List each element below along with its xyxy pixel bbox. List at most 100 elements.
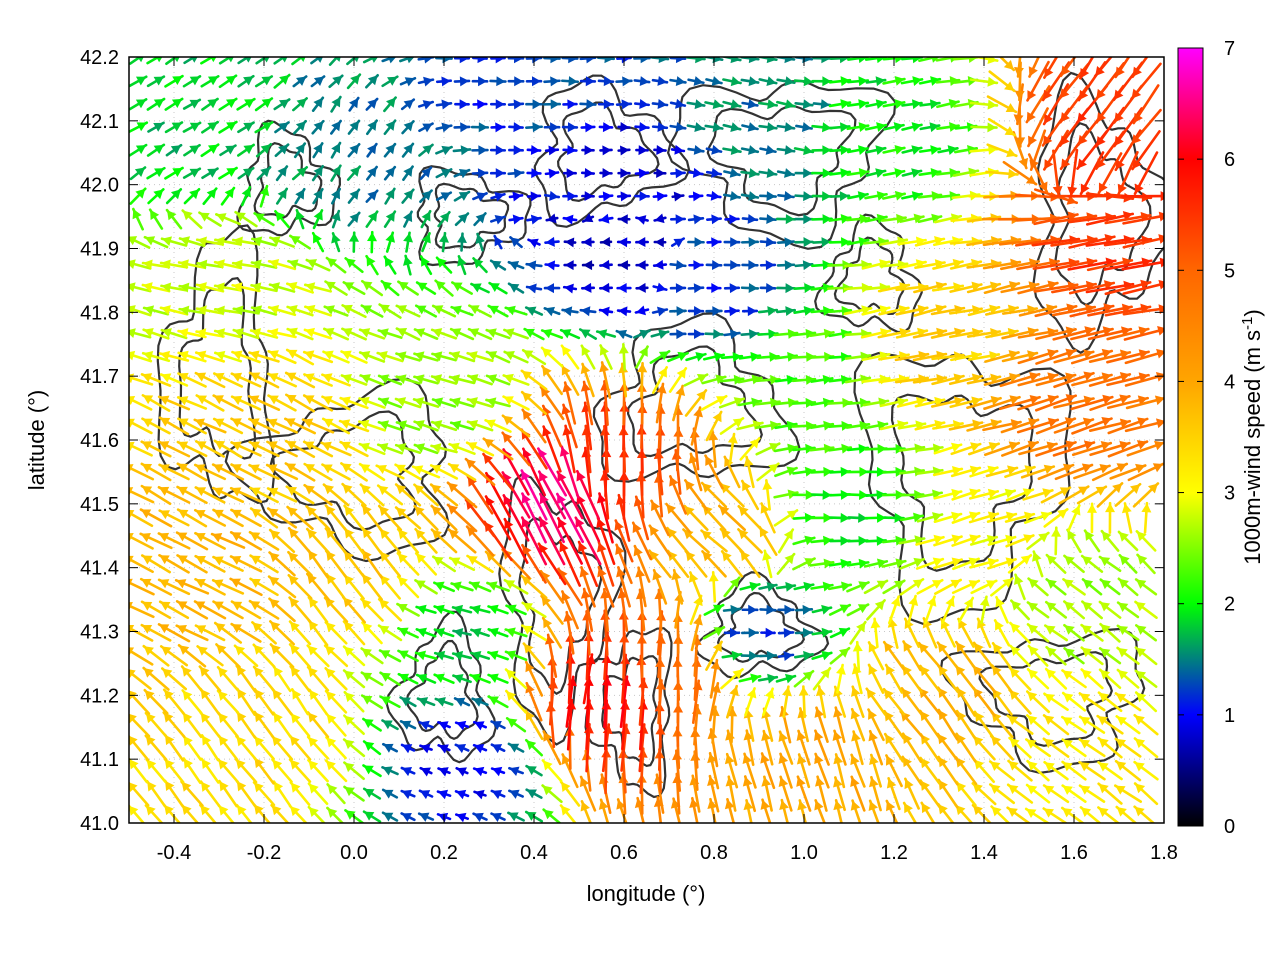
wind-arrow [907, 594, 919, 625]
wind-arrow [969, 144, 999, 155]
wind-arrow [193, 508, 227, 527]
wind-arrow [743, 455, 755, 489]
wind-arrow [864, 190, 888, 201]
wind-arrow [952, 57, 980, 64]
wind-arrow [320, 441, 352, 457]
wind-arrow [798, 685, 809, 719]
wind-arrow [473, 212, 487, 227]
wind-arrow [273, 57, 288, 65]
wind-arrow [217, 804, 235, 823]
wind-arrow [437, 744, 451, 754]
wind-arrow [1106, 349, 1150, 364]
wind-arrow [1087, 502, 1098, 534]
wind-arrow [1097, 761, 1123, 781]
wind-arrow [453, 168, 471, 179]
wind-arrow [829, 57, 851, 64]
wind-arrow [1133, 713, 1159, 736]
wind-arrow [230, 372, 262, 388]
wind-arrow [193, 463, 227, 481]
wind-arrow [883, 732, 905, 763]
wind-arrow [684, 549, 708, 578]
wind-arrow [560, 344, 580, 370]
wind-arrow [954, 640, 978, 671]
wind-arrow [851, 663, 863, 695]
wind-arrow [269, 643, 295, 669]
wind-arrow [995, 595, 1009, 624]
wind-arrow [144, 804, 164, 823]
wind-arrow [232, 328, 260, 340]
wind-arrow [140, 462, 172, 482]
wind-arrow [324, 527, 348, 555]
wind-arrow [508, 214, 524, 225]
wind-arrow [235, 734, 257, 761]
wind-arrow [1114, 692, 1142, 712]
wind-arrow [538, 516, 566, 566]
wind-arrow [253, 687, 275, 716]
wind-arrow [1122, 211, 1164, 225]
terrain-contours [156, 71, 1164, 799]
wind-arrow [541, 759, 563, 783]
wind-arrow [413, 328, 439, 340]
wind-arrow [930, 396, 966, 408]
wind-arrow [139, 532, 173, 550]
wind-arrow [633, 99, 651, 109]
wind-arrow [917, 213, 943, 224]
wind-arrow [419, 743, 433, 754]
wind-arrow [970, 579, 998, 595]
wind-arrow [796, 729, 811, 766]
wind-arrow [291, 166, 309, 181]
wind-arrow [381, 719, 399, 731]
wind-arrow [1087, 326, 1133, 341]
wind-arrow [160, 667, 188, 691]
wind-arrow [452, 145, 472, 156]
wind-arrow [177, 259, 207, 270]
y-tick-label: 42.2 [80, 47, 119, 69]
wind-arrow [902, 801, 918, 823]
wind-arrow [650, 329, 670, 339]
wind-arrow [360, 597, 384, 622]
wind-arrow [145, 758, 167, 784]
wind-arrow [1026, 623, 1050, 643]
wind-arrow [777, 191, 795, 201]
wind-arrow [230, 622, 262, 643]
wind-arrow [471, 145, 489, 156]
wind-arrow [863, 579, 889, 595]
wind-arrow [1070, 394, 1114, 411]
wind-arrow [331, 209, 341, 229]
wind-arrow [1096, 714, 1124, 735]
wind-arrow [129, 75, 148, 88]
wind-arrow [867, 641, 885, 671]
wind-arrow [563, 610, 575, 655]
wind-arrow [773, 328, 799, 339]
wind-arrow [791, 397, 817, 408]
wind-arrow [742, 752, 757, 789]
wind-arrow [490, 57, 506, 64]
wind-arrow [247, 394, 281, 411]
wind-arrow [814, 706, 829, 743]
wind-arrow [346, 73, 362, 90]
wind-arrow [307, 782, 329, 805]
terrain-contour [236, 119, 342, 237]
wind-arrow [967, 351, 1001, 361]
wind-arrow [635, 345, 649, 369]
wind-arrow [828, 168, 852, 179]
wind-arrow [581, 145, 595, 156]
wind-arrow [212, 555, 244, 572]
wind-arrow [526, 145, 542, 156]
wind-arrow [1018, 441, 1058, 456]
y-tick-label: 41.1 [80, 749, 119, 771]
wind-arrow [467, 374, 493, 386]
wind-arrow [1061, 784, 1087, 803]
wind-arrow [470, 628, 490, 638]
wind-arrow [1042, 737, 1070, 758]
wind-arrow [377, 328, 403, 339]
wind-arrow [579, 99, 597, 110]
wind-arrow [147, 188, 165, 205]
wind-arrow [343, 714, 365, 736]
wind-arrow [418, 720, 434, 731]
wind-arrow [687, 329, 705, 340]
wind-arrow [1078, 784, 1106, 803]
wind-arrow [690, 406, 704, 446]
wind-arrow [268, 282, 296, 293]
wind-arrow [971, 782, 997, 806]
